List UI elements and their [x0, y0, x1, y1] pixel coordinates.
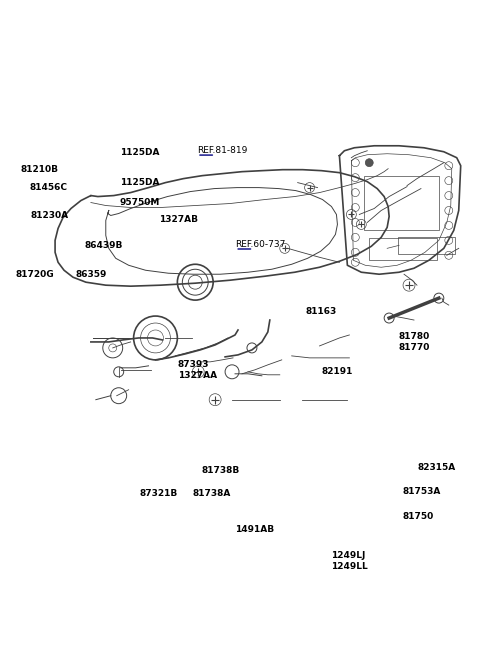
Text: 95750M: 95750M: [120, 198, 160, 207]
Bar: [369, 238, 437, 260]
Text: 1491AB: 1491AB: [235, 525, 275, 534]
Text: 81720G: 81720G: [16, 269, 54, 278]
Text: 86439B: 86439B: [85, 242, 123, 250]
Text: 1249LJ
1249LL: 1249LJ 1249LL: [331, 552, 367, 571]
Text: REF.60-737: REF.60-737: [235, 240, 286, 248]
Text: 87321B: 87321B: [140, 489, 178, 498]
Bar: [364, 176, 439, 231]
Text: 82191: 82191: [321, 367, 352, 377]
Circle shape: [434, 293, 444, 303]
Text: 1327AB: 1327AB: [159, 215, 198, 225]
Text: REF.81-819: REF.81-819: [197, 145, 247, 155]
Text: 81230A: 81230A: [30, 211, 68, 220]
Text: 87393
1327AA: 87393 1327AA: [178, 360, 217, 380]
Text: 1125DA: 1125DA: [120, 148, 159, 157]
Text: 1125DA: 1125DA: [120, 178, 159, 187]
Text: 81163: 81163: [306, 307, 337, 316]
Circle shape: [384, 313, 394, 323]
Text: 81753A: 81753A: [402, 487, 441, 496]
Text: 86359: 86359: [75, 269, 107, 278]
Text: 82315A: 82315A: [418, 463, 456, 472]
Circle shape: [365, 159, 373, 166]
Text: 81456C: 81456C: [29, 183, 67, 192]
Text: 81750: 81750: [402, 512, 433, 521]
Text: 81780
81770: 81780 81770: [398, 332, 430, 352]
Text: 81738A: 81738A: [192, 489, 231, 498]
Text: 81210B: 81210B: [21, 165, 59, 174]
Text: 81738B: 81738B: [202, 466, 240, 476]
